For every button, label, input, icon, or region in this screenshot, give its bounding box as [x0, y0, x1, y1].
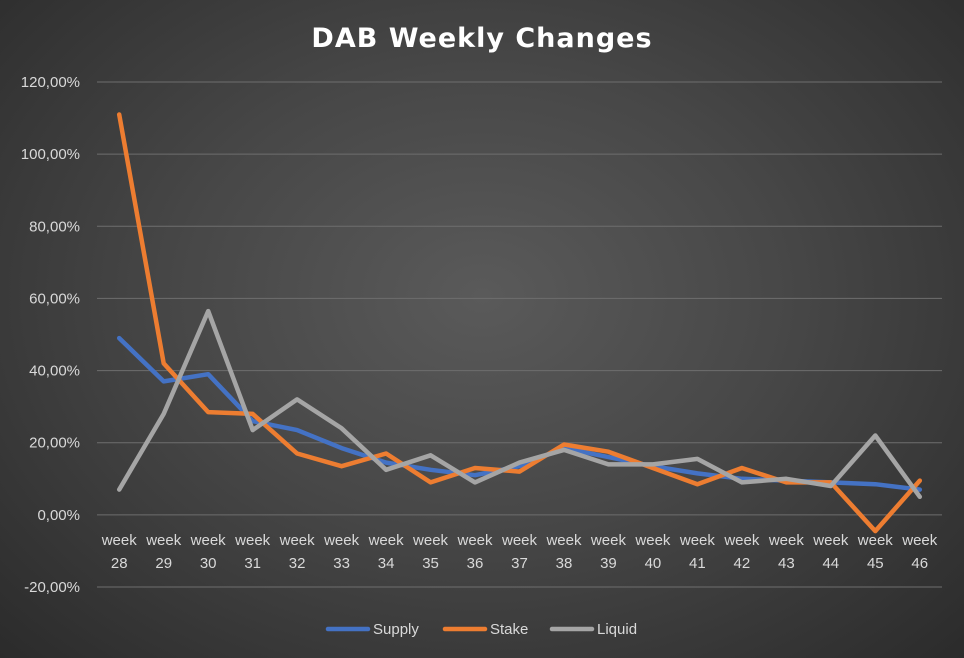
legend-label-supply: Supply [373, 621, 419, 638]
x-tick-label: week 38 [545, 532, 582, 572]
y-tick-label: 60,00% [29, 290, 80, 307]
y-tick-label: 80,00% [29, 218, 80, 235]
y-tick-label: 100,00% [21, 146, 80, 163]
x-tick-label: week 28 [101, 532, 138, 572]
x-tick-label: week 46 [901, 532, 938, 572]
x-tick-label: week 42 [723, 532, 760, 572]
x-tick-label: week 29 [145, 532, 182, 572]
x-tick-label: week 33 [323, 532, 360, 572]
x-tick-label: week 32 [279, 532, 316, 572]
x-tick-label: week 37 [501, 532, 538, 572]
gridlines [97, 81, 942, 588]
x-tick-label: week 36 [457, 532, 494, 572]
y-tick-label: 40,00% [29, 363, 80, 380]
series-line-liquid [116, 308, 923, 500]
x-tick-label: week 43 [768, 532, 805, 572]
y-tick-label: 120,00% [21, 74, 80, 91]
x-tick-label: week 35 [412, 532, 449, 572]
x-tick-label: week 45 [857, 532, 894, 572]
x-tick-label: week 34 [368, 532, 405, 572]
y-tick-label: 20,00% [29, 435, 80, 452]
legend-label-stake: Stake [490, 621, 528, 638]
x-tick-label: week 40 [634, 532, 671, 572]
y-tick-label: -20,00% [24, 579, 80, 596]
series-line-stake [116, 112, 923, 534]
x-tick-label: week 30 [190, 532, 227, 572]
x-tick-label: week 41 [679, 532, 716, 572]
x-tick-label: week 31 [234, 532, 271, 572]
y-axis-tick-labels: -20,00% 0,00% 20,00% 40,00% 60,00% 80,00% 100,… [21, 74, 80, 596]
y-tick-label: 0,00% [37, 507, 80, 524]
legend-label-liquid: Liquid [597, 621, 637, 638]
legend: Supply Stake Liquid [325, 621, 637, 638]
x-tick-label: week 44 [812, 532, 849, 572]
series-lines [116, 112, 923, 534]
chart-title: DAB Weekly Changes [311, 23, 652, 54]
x-tick-label: week 39 [590, 532, 627, 572]
